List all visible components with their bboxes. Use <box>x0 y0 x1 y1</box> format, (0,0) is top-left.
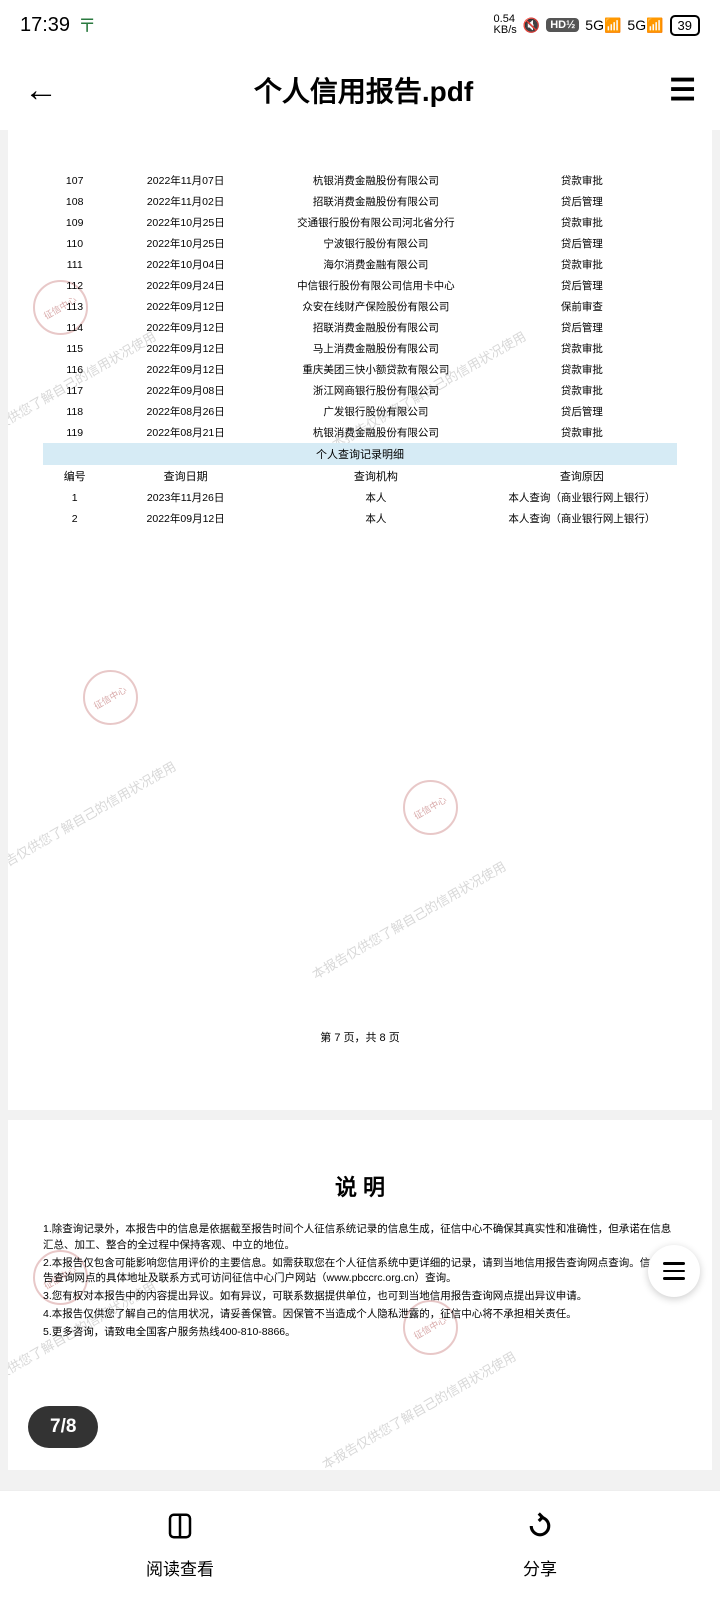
explanation-title: 说 明 <box>43 1170 677 1202</box>
signal-2-icon: 5G📶 <box>627 17 663 34</box>
table-row: 1142022年09月12日招联消费金融股份有限公司贷后管理 <box>43 317 677 338</box>
app-header: ← 个人信用报告.pdf ☰ <box>0 50 720 130</box>
read-label: 阅读查看 <box>146 1555 214 1580</box>
pdf-page-8: 本报告仅供您了解自己的信用状况使用 本报告仅供您了解自己的信用状况使用 说 明 … <box>8 1120 712 1470</box>
watermark: 本报告仅供您了解自己的信用状况使用 <box>318 1346 519 1470</box>
status-bar: 17:39 〒 0.54KB/s 🔇 HD½ 5G📶 5G📶 39 <box>0 0 720 50</box>
explanation-item: 1.除查询记录外，本报告中的信息是依据截至报告时间个人征信系统记录的信息生成，征… <box>43 1222 677 1254</box>
share-button[interactable]: 分享 <box>360 1491 720 1600</box>
mute-icon: 🔇 <box>523 17 540 34</box>
table-row: 1112022年10月04日海尔消费金融有限公司贷款审批 <box>43 254 677 275</box>
table-row: 1122022年09月24日中信银行股份有限公司信用卡中心贷后管理 <box>43 275 677 296</box>
institution-query-table: 1072022年11月07日杭银消费金融股份有限公司贷款审批1082022年11… <box>43 170 677 529</box>
status-time: 17:39 <box>20 14 70 37</box>
col-number: 编号 <box>43 465 106 487</box>
table-row: 1172022年09月08日浙江网商银行股份有限公司贷款审批 <box>43 380 677 401</box>
table-row: 1162022年09月12日重庆美团三快小额贷款有限公司贷款审批 <box>43 359 677 380</box>
pdf-page-7: 本报告仅供您了解自己的信用状况使用 本报告仅供您了解自己的信用状况使用 本报告仅… <box>8 130 712 1110</box>
page-title: 个人信用报告.pdf <box>58 70 669 110</box>
floating-menu-button[interactable] <box>648 1245 700 1297</box>
signal-1-icon: 5G📶 <box>585 17 621 34</box>
table-row: 1072022年11月07日杭银消费金融股份有限公司贷款审批 <box>43 170 677 191</box>
table-row: 1152022年09月12日马上消费金融股份有限公司贷款审批 <box>43 338 677 359</box>
explanation-item: 3.您有权对本报告中的内容提出异议。如有异议，可联系数据提供单位，也可到当地信用… <box>43 1289 677 1305</box>
hd-icon: HD½ <box>546 18 579 32</box>
table-row: 1082022年11月02日招联消费金融股份有限公司贷后管理 <box>43 191 677 212</box>
col-org: 查询机构 <box>265 465 487 487</box>
watermark: 本报告仅供您了解自己的信用状况使用 <box>308 856 509 983</box>
table-row: 12023年11月26日本人本人查询（商业银行网上银行） <box>43 487 677 508</box>
explanation-item: 5.更多咨询，请致电全国客户服务热线400-810-8866。 <box>43 1325 677 1341</box>
table-row: 1102022年10月25日宁波银行股份有限公司贷后管理 <box>43 233 677 254</box>
postal-icon: 〒 <box>78 12 96 38</box>
document-area[interactable]: 本报告仅供您了解自己的信用状况使用 本报告仅供您了解自己的信用状况使用 本报告仅… <box>0 130 720 1470</box>
page-number: 第 7 页，共 8 页 <box>43 1029 677 1045</box>
page-indicator: 7/8 <box>28 1406 98 1448</box>
read-button[interactable]: 阅读查看 <box>0 1491 360 1600</box>
battery-icon: 39 <box>670 15 700 36</box>
col-date: 查询日期 <box>106 465 265 487</box>
status-right: 0.54KB/s 🔇 HD½ 5G📶 5G📶 39 <box>494 14 700 36</box>
share-icon <box>525 1511 555 1549</box>
explanation-item: 2.本报告仅包含可能影响您信用评价的主要信息。如需获取您在个人征信系统中更详细的… <box>43 1256 677 1288</box>
book-icon <box>165 1511 195 1549</box>
explanation-list: 1.除查询记录外，本报告中的信息是依据截至报告时间个人征信系统记录的信息生成，征… <box>43 1222 677 1340</box>
menu-button[interactable]: ☰ <box>669 73 696 108</box>
back-button[interactable]: ← <box>24 71 58 110</box>
table-row: 1192022年08月21日杭银消费金融股份有限公司贷款审批 <box>43 422 677 443</box>
hamburger-icon <box>663 1262 685 1280</box>
share-label: 分享 <box>523 1555 557 1580</box>
table-row: 1182022年08月26日广发银行股份有限公司贷后管理 <box>43 401 677 422</box>
table-row: 1132022年09月12日众安在线财产保险股份有限公司保前审查 <box>43 296 677 317</box>
table-row: 22022年09月12日本人本人查询（商业银行网上银行） <box>43 508 677 529</box>
watermark: 本报告仅供您了解自己的信用状况使用 <box>8 756 179 883</box>
section-header: 个人查询记录明细 <box>43 443 677 465</box>
col-reason: 查询原因 <box>487 465 677 487</box>
explanation-item: 4.本报告仅供您了解自己的信用状况，请妥善保管。因保管不当造成个人隐私泄露的，征… <box>43 1307 677 1323</box>
table-row: 1092022年10月25日交通银行股份有限公司河北省分行贷款审批 <box>43 212 677 233</box>
bottom-bar: 阅读查看 分享 <box>0 1490 720 1600</box>
